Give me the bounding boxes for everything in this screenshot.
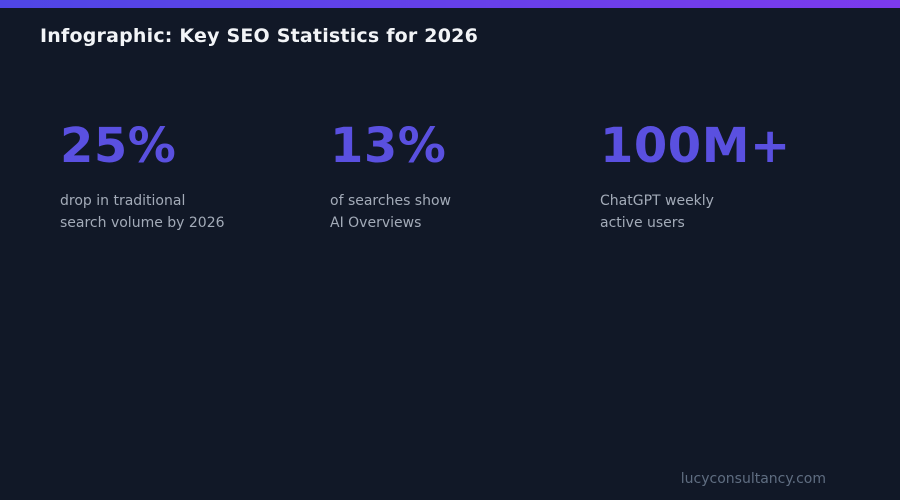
stat-description-line1: drop in traditional [60,193,186,209]
stats-row: 25% drop in traditional search volume by… [60,122,870,234]
stat-value: 13% [330,118,447,174]
top-gradient-bar [0,0,900,8]
stat-card-ai-overviews: 13% of searches show AI Overviews [330,122,600,234]
stat-description-line1: of searches show [330,193,451,209]
stat-description: drop in traditional search volume by 202… [60,190,330,234]
stat-description-line2: AI Overviews [330,215,422,231]
stat-description-line2: search volume by 2026 [60,215,225,231]
stat-card-chatgpt-users: 100M+ ChatGPT weekly active users [600,122,870,234]
stat-value: 100M+ [600,118,791,174]
stat-description-line2: active users [600,215,685,231]
stat-card-search-volume-drop: 25% drop in traditional search volume by… [60,122,330,234]
stat-description: of searches show AI Overviews [330,190,600,234]
footer-watermark: lucyconsultancy.com [680,471,826,487]
stat-description-line1: ChatGPT weekly [600,193,714,209]
page-title: Infographic: Key SEO Statistics for 2026 [40,25,478,47]
stat-value: 25% [60,118,177,174]
stat-description: ChatGPT weekly active users [600,190,870,234]
